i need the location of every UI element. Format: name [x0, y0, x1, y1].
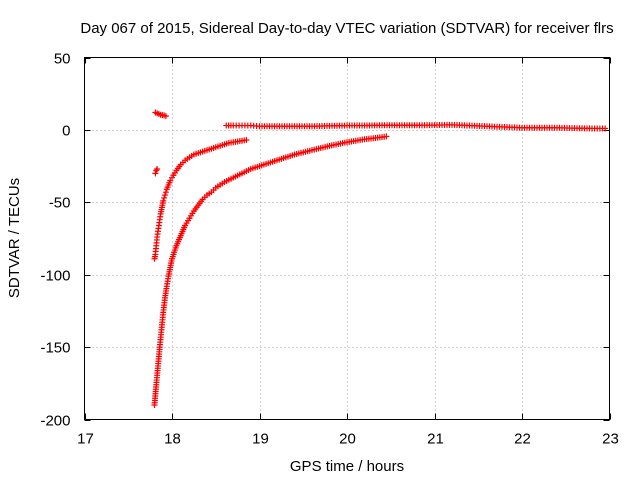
y-tick-label: -50: [49, 195, 71, 212]
tick-labels: 17 18 19 20 21 22 23 -200 -150 -100 -50 0 50: [40, 51, 618, 448]
y-axis-label: SDTVAR / TECUs: [6, 178, 23, 298]
data-point-arc-A: [160, 197, 167, 204]
y-tick-label: 50: [54, 51, 71, 68]
x-tick-label: 20: [339, 431, 356, 448]
plot-frame: [84, 57, 610, 420]
axis-ticks: [84, 57, 611, 421]
data-point-arc-C-start: [162, 113, 169, 120]
y-tick-label: -200: [40, 413, 70, 430]
x-tick-label: 23: [602, 431, 619, 448]
x-tick-label: 21: [427, 431, 444, 448]
data-points: [151, 109, 609, 409]
y-tick-label: -150: [40, 340, 70, 357]
data-point-arc-B: [383, 133, 390, 140]
data-point-arc-A: [162, 189, 169, 196]
data-point-arc-A-start: [154, 165, 161, 172]
chart-title: Day 067 of 2015, Sidereal Day-to-day VTE…: [80, 20, 613, 37]
data-point-arc-A-start: [152, 170, 159, 177]
x-tick-label: 17: [77, 431, 94, 448]
data-point-arc-A: [161, 194, 168, 201]
x-tick-label: 19: [252, 431, 269, 448]
y-tick-label: -100: [40, 268, 70, 285]
x-tick-label: 22: [514, 431, 531, 448]
x-tick-label: 18: [164, 431, 181, 448]
data-point-arc-A: [162, 192, 168, 199]
grid: [84, 57, 610, 420]
data-point-arc-C: [602, 125, 609, 132]
x-axis-label: GPS time / hours: [290, 458, 404, 475]
data-point-arc-A: [243, 137, 250, 144]
y-tick-label: 0: [62, 123, 70, 140]
data-point-arc-A-start: [153, 167, 160, 174]
